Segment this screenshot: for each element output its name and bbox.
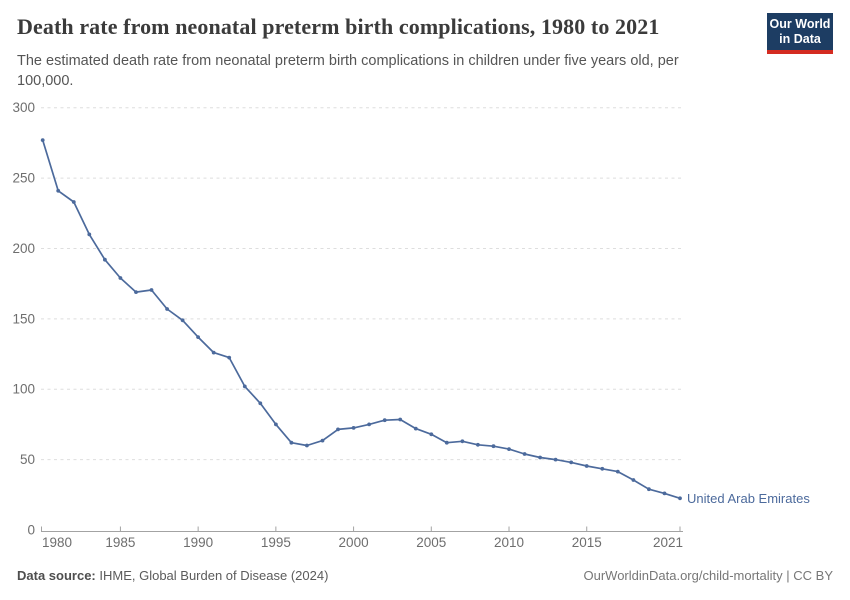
data-point[interactable] (242, 384, 247, 389)
chart-footer: Data source: IHME, Global Burden of Dise… (17, 568, 833, 583)
y-tick-label: 50 (20, 452, 35, 467)
data-point[interactable] (476, 442, 480, 447)
data-point[interactable] (444, 440, 449, 445)
data-point[interactable] (615, 469, 620, 474)
data-point[interactable] (678, 496, 682, 501)
data-source-note: Data source: IHME, Global Burden of Dise… (17, 568, 328, 583)
data-point[interactable] (631, 478, 636, 482)
data-point[interactable] (336, 427, 340, 432)
y-tick-label: 200 (12, 241, 35, 256)
data-point[interactable] (134, 290, 138, 294)
data-point[interactable] (211, 350, 216, 355)
data-point[interactable] (320, 438, 325, 443)
chart-title: Death rate from neonatal preterm birth c… (17, 14, 660, 39)
x-tick-label: 1980 (42, 535, 72, 550)
data-point[interactable] (584, 464, 589, 468)
series-label-united-arab-emirates[interactable]: United Arab Emirates (687, 491, 810, 506)
data-points (40, 138, 682, 501)
owid-logo-red-strip (767, 50, 833, 54)
chart-subtitle-line2: 100,000. (17, 73, 74, 89)
y-tick-label: 250 (12, 171, 35, 186)
y-tick-label: 100 (12, 382, 35, 397)
data-point[interactable] (305, 443, 309, 448)
data-point[interactable] (56, 188, 61, 193)
data-point[interactable] (429, 432, 434, 437)
data-point[interactable] (103, 257, 107, 262)
data-point[interactable] (71, 200, 76, 204)
x-tick-label: 1990 (183, 535, 213, 550)
owid-logo-line2: in Data (779, 32, 821, 46)
x-tick-label: 1995 (261, 535, 291, 550)
data-point[interactable] (180, 318, 185, 323)
data-point[interactable] (165, 307, 170, 311)
data-point[interactable] (538, 455, 542, 460)
y-tick-label: 150 (12, 311, 35, 326)
data-point[interactable] (507, 447, 511, 451)
data-point[interactable] (196, 335, 201, 339)
x-tick-label: 2010 (494, 535, 524, 550)
data-source-text: IHME, Global Burden of Disease (2024) (95, 568, 329, 583)
data-point[interactable] (662, 491, 667, 496)
x-tick-label: 2005 (416, 535, 446, 550)
data-point[interactable] (522, 452, 527, 456)
data-source-label: Data source: (17, 568, 96, 583)
x-tick-label: 2021 (653, 535, 683, 550)
data-point[interactable] (398, 417, 403, 422)
data-point[interactable] (553, 457, 558, 462)
data-point[interactable] (40, 138, 45, 143)
data-point[interactable] (149, 288, 154, 292)
data-point[interactable] (351, 426, 356, 430)
data-point[interactable] (460, 439, 465, 444)
data-point[interactable] (258, 401, 263, 406)
data-point[interactable] (569, 460, 574, 465)
data-point[interactable] (227, 355, 232, 360)
y-tick-label: 0 (27, 523, 35, 538)
x-tick-label: 1985 (105, 535, 135, 550)
chart-subtitle-line1: The estimated death rate from neonatal p… (17, 53, 679, 69)
data-point[interactable] (382, 418, 387, 423)
data-point[interactable] (491, 444, 496, 449)
owid-logo-line1: Our World (769, 17, 831, 31)
x-tick-label: 2000 (339, 535, 369, 550)
data-point[interactable] (647, 487, 651, 492)
data-point[interactable] (367, 422, 371, 427)
x-axis: 1980 1985 1990 1995 2000 2005 2010 2015 2021 (41, 526, 683, 550)
data-line-united-arab-emirates[interactable] (41, 139, 681, 500)
data-point[interactable] (600, 466, 605, 471)
owid-logo-box: Our World in Data (767, 13, 833, 50)
y-tick-label: 300 (12, 100, 35, 115)
data-point[interactable] (413, 426, 418, 431)
x-tick-label: 2015 (572, 535, 602, 550)
y-gridlines: 0 50 100 150 200 250 300 (12, 100, 683, 538)
data-point[interactable] (274, 422, 278, 427)
data-point[interactable] (289, 440, 294, 445)
chart-subtitle: The estimated death rate from neonatal p… (17, 51, 762, 91)
data-point[interactable] (118, 276, 123, 280)
data-point[interactable] (87, 232, 92, 237)
owid-credit-link[interactable]: OurWorldinData.org/child-mortality | CC … (583, 568, 834, 583)
owid-logo[interactable]: Our World in Data (767, 13, 833, 54)
